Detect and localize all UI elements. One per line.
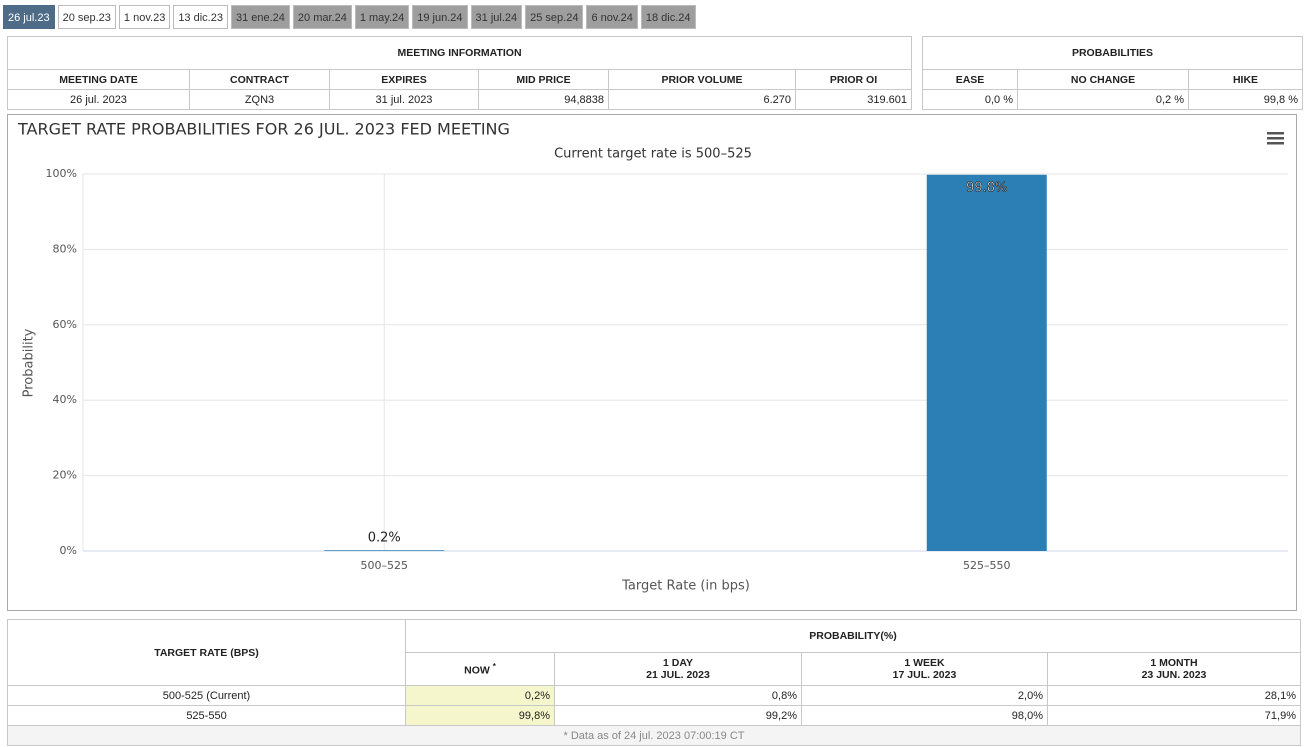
column-header: NOW * bbox=[405, 652, 555, 686]
bar bbox=[926, 174, 1047, 551]
cell: 6.270 bbox=[608, 89, 796, 110]
column-header: 1 DAY 21 JUL. 2023 bbox=[554, 652, 802, 686]
cell: 99,8% bbox=[405, 705, 555, 726]
meeting-tab[interactable]: 1 may.24 bbox=[354, 5, 410, 29]
y-axis-label: Probability bbox=[22, 328, 37, 397]
y-tick-label: 40% bbox=[53, 393, 77, 406]
column-header: PRIOR OI bbox=[794, 69, 913, 90]
y-tick-label: 20% bbox=[53, 469, 77, 482]
column-label: 1 WEEK bbox=[904, 657, 945, 669]
x-axis-label: Target Rate (in bps) bbox=[621, 579, 750, 594]
column-note: * bbox=[492, 661, 496, 671]
cell: ZQN3 bbox=[189, 89, 330, 110]
column-date: 21 JUL. 2023 bbox=[646, 669, 710, 681]
cell: 319.601 bbox=[794, 89, 913, 110]
column-header: NO CHANGE bbox=[1017, 69, 1189, 90]
meeting-tab[interactable]: 20 mar.24 bbox=[292, 5, 352, 29]
meeting-tab[interactable]: 6 nov.24 bbox=[586, 5, 638, 29]
y-tick-label: 0% bbox=[60, 544, 77, 557]
cell: 2,0% bbox=[801, 685, 1048, 706]
probabilities: PROBABILITIES EASE NO CHANGE HIKE 0,0 % 0,2 … bbox=[922, 36, 1303, 110]
chart-box: TARGET RATE PROBABILITIES FOR 26 JUL. 20… bbox=[7, 114, 1297, 611]
meeting-tabs: 26 jul.23 20 sep.23 1 nov.23 13 dic.23 31 en… bbox=[3, 5, 696, 29]
table-title: MEETING INFORMATION bbox=[6, 36, 913, 70]
cell: 525-550 bbox=[7, 705, 406, 726]
meeting-tab[interactable]: 1 nov.23 bbox=[118, 5, 171, 29]
cell: 31 jul. 2023 bbox=[329, 89, 479, 110]
cell: 26 jul. 2023 bbox=[7, 89, 190, 110]
column-header: EXPIRES bbox=[329, 69, 479, 90]
column-header: 1 WEEK 17 JUL. 2023 bbox=[801, 652, 1048, 686]
meeting-tab[interactable]: 20 sep.23 bbox=[57, 5, 116, 29]
cell: 500-525 (Current) bbox=[7, 685, 406, 706]
column-label: 1 MONTH bbox=[1150, 657, 1198, 669]
table-title: PROBABILITY(%) bbox=[405, 619, 1301, 653]
bar bbox=[324, 550, 445, 551]
column-label: 1 DAY bbox=[663, 657, 693, 669]
chart-title: TARGET RATE PROBABILITIES FOR 26 JUL. 20… bbox=[17, 120, 510, 139]
table-row: 525-550 99,8% 99,2% 98,0% 71,9% bbox=[7, 705, 1301, 726]
cell: 98,0% bbox=[801, 705, 1048, 726]
column-header: HIKE bbox=[1188, 69, 1303, 90]
meeting-tab[interactable]: 26 jul.23 bbox=[3, 5, 55, 29]
meeting-tab[interactable]: 31 jul.24 bbox=[470, 5, 523, 29]
column-header: 1 MONTH 23 JUN. 2023 bbox=[1047, 652, 1301, 686]
chart-subtitle: Current target rate is 500–525 bbox=[554, 147, 752, 162]
cell: 71,9% bbox=[1047, 705, 1301, 726]
y-tick-label: 60% bbox=[53, 318, 77, 331]
probability-table: TARGET RATE (BPS) PROBABILITY(%) NOW * 1 … bbox=[7, 619, 1301, 746]
meeting-tab[interactable]: 19 jun.24 bbox=[412, 5, 468, 29]
cell: 28,1% bbox=[1047, 685, 1301, 706]
y-tick-label: 80% bbox=[53, 242, 77, 255]
data-label: 0.2% bbox=[368, 531, 401, 546]
meeting-information: MEETING INFORMATION MEETING DATE CONTRACT… bbox=[6, 36, 913, 110]
column-date: 23 JUN. 2023 bbox=[1141, 669, 1207, 681]
column-header: MID PRICE bbox=[478, 69, 609, 90]
column-date: 17 JUL. 2023 bbox=[892, 669, 957, 681]
meeting-tab[interactable]: 18 dic.24 bbox=[640, 5, 696, 29]
cell: 94,8838 bbox=[478, 89, 609, 110]
cell: 99,2% bbox=[554, 705, 802, 726]
meeting-tab[interactable]: 31 ene.24 bbox=[230, 5, 290, 29]
column-label: NOW bbox=[464, 664, 490, 677]
data-label: 99.8% bbox=[966, 180, 1007, 195]
cell: 0,2% bbox=[405, 685, 555, 706]
x-tick-label: 525–550 bbox=[963, 559, 1011, 572]
column-header: PRIOR VOLUME bbox=[608, 69, 796, 90]
cell: 0,0 % bbox=[922, 89, 1018, 110]
table-row: 500-525 (Current) 0,2% 0,8% 2,0% 28,1% bbox=[7, 685, 1301, 706]
row-header: TARGET RATE (BPS) bbox=[7, 619, 406, 686]
y-tick-label: 100% bbox=[46, 167, 77, 180]
meeting-tab[interactable]: 13 dic.23 bbox=[173, 5, 228, 29]
column-header: EASE bbox=[922, 69, 1018, 90]
column-header: CONTRACT bbox=[189, 69, 330, 90]
cell: 0,2 % bbox=[1017, 89, 1189, 110]
menu-icon[interactable] bbox=[1267, 132, 1284, 145]
cell: 0,8% bbox=[554, 685, 802, 706]
footnote: * Data as of 24 jul. 2023 07:00:19 CT bbox=[7, 725, 1301, 746]
table-title: PROBABILITIES bbox=[922, 36, 1303, 70]
column-header: MEETING DATE bbox=[7, 69, 190, 90]
cell: 99,8 % bbox=[1188, 89, 1303, 110]
meeting-tab[interactable]: 25 sep.24 bbox=[525, 5, 584, 29]
x-tick-label: 500–525 bbox=[361, 559, 409, 572]
chart: TARGET RATE PROBABILITIES FOR 26 JUL. 20… bbox=[17, 120, 1288, 594]
